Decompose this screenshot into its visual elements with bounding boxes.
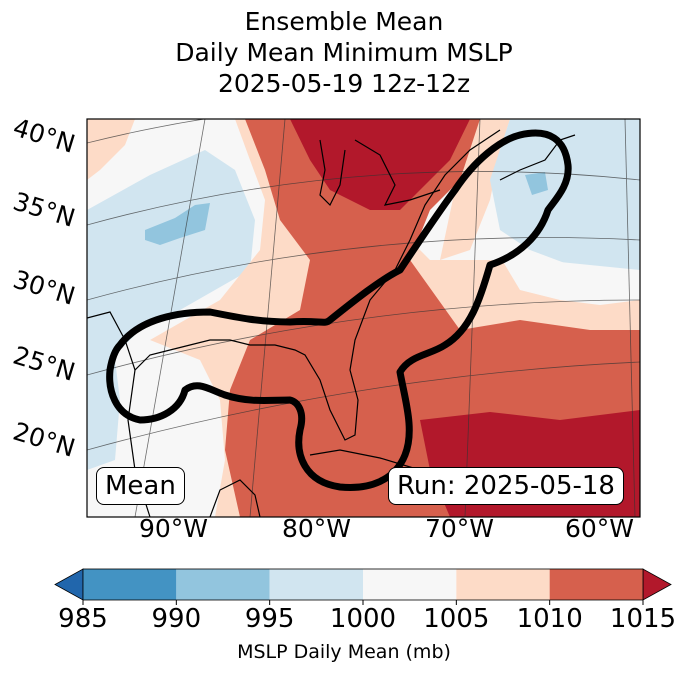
colorbar-segment-985-990	[83, 569, 177, 600]
field-995-1000-west	[87, 150, 255, 450]
colorbar-extend-min	[54, 568, 84, 601]
mean-label-box: Mean	[96, 467, 185, 505]
colorbar-label: MSLP Daily Mean (mb)	[237, 641, 451, 663]
lake-michigan	[319, 139, 346, 207]
lon-label-90w: 90°W	[139, 514, 209, 543]
colorbar-tick-label: 1015	[609, 604, 677, 634]
colorbar-tick-label: 1000	[329, 604, 397, 634]
parallel-25n	[87, 299, 640, 376]
parallel-35n	[87, 171, 640, 226]
lon-label-70w: 70°W	[425, 514, 495, 543]
colorbar-tick-label: 1010	[516, 604, 583, 634]
colorbar-segment-990-995	[176, 569, 270, 600]
colorbar-tick-label: 985	[58, 604, 108, 634]
title-line-2: Daily Mean Minimum MSLP	[175, 38, 513, 67]
title-line-1: Ensemble Mean	[244, 7, 444, 36]
field-1005-1010-ne	[440, 119, 510, 260]
field-990-995-fundy	[525, 172, 548, 195]
colorbar-extend-max	[642, 568, 672, 601]
colorbar-tick-label: 1005	[423, 604, 490, 634]
gulf-coast	[87, 129, 501, 441]
colorbar-segment-995-1000	[269, 569, 363, 600]
map-frame	[86, 118, 641, 518]
parallel-40n	[87, 119, 207, 144]
parallel-30n	[87, 237, 640, 301]
colorbar-tick-label: 990	[151, 604, 202, 634]
colorbar-segment-1000-1005	[363, 569, 457, 600]
yucatan	[209, 479, 261, 517]
field-990-995-plains	[145, 203, 210, 245]
ensemble-outline-contour	[106, 129, 572, 492]
field-1000-1005-ne	[490, 240, 640, 305]
lon-label-80w: 80°W	[282, 514, 352, 543]
run-date-label-box: Run: 2025-05-18	[388, 467, 624, 505]
parallel-20n	[87, 361, 640, 451]
field-1015-greatlakes	[290, 119, 470, 210]
lon-label-60w: 60°W	[565, 514, 635, 543]
maine-coast	[499, 134, 576, 181]
colorbar-segment-1010-1015	[549, 569, 643, 600]
lake-huron-erie	[354, 139, 441, 206]
chart-title: Ensemble Mean Daily Mean Minimum MSLP 20…	[0, 6, 688, 99]
title-line-3: 2025-05-19 12z-12z	[217, 69, 471, 98]
meridian-60w	[624, 119, 636, 517]
colorbar-segment-1005-1010	[456, 569, 550, 600]
field-995-1000-ne	[490, 119, 640, 300]
colorbar-tick-label: 995	[244, 604, 295, 634]
